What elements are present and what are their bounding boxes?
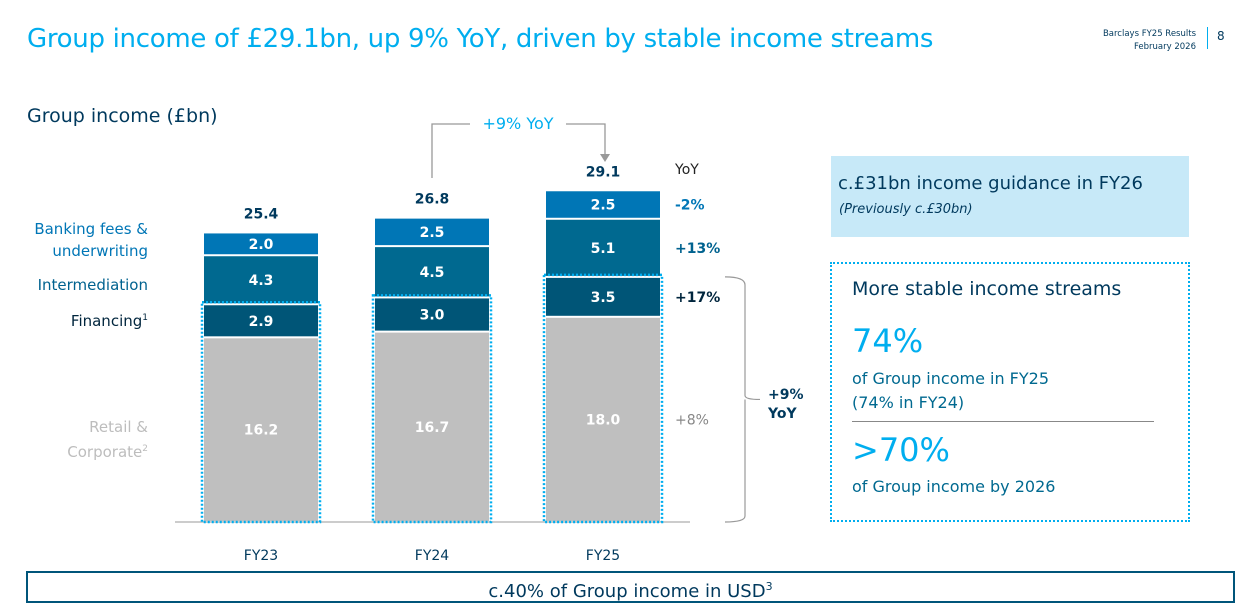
- bar-value-label: 16.2: [244, 423, 279, 439]
- stacked-bar-chart: 16.2 2.9 4.3 2.0 25.4 FY23 16.7 3.0 4.5 2.5 26.8 FY…: [175, 114, 804, 564]
- growth-arrow-line: [431, 123, 606, 178]
- yoy-label: +13%: [675, 241, 720, 257]
- yoy-header: YoY: [674, 162, 699, 178]
- bracket-label: +9%: [768, 387, 804, 403]
- stable-highlight-box: [200, 301, 322, 524]
- bar-segment: [375, 298, 489, 331]
- growth-arrow-label: +9% YoY: [482, 114, 553, 133]
- bar-total-label: 25.4: [244, 206, 279, 222]
- legend-banking: Banking fees & underwriting: [34, 220, 148, 260]
- bar-value-label: 5.1: [591, 241, 616, 257]
- stable-value-fy25: 74%: [852, 322, 924, 360]
- guidance-sub: (Previously c.£30bn): [839, 202, 973, 217]
- stable-heading: More stable income streams: [852, 278, 1122, 300]
- doc-date: February 2026: [1134, 42, 1196, 52]
- bar-segment: [375, 247, 489, 297]
- header-meta: Barclays FY25 Results February 2026: [1100, 28, 1196, 54]
- stable-desc-fy25: of Group income in FY25: [852, 369, 1049, 388]
- bracket: [724, 276, 761, 523]
- bar-total-label: 29.1: [586, 164, 621, 180]
- x-tick-label: FY25: [586, 548, 620, 564]
- stable-highlight-box: [542, 273, 664, 524]
- chart-title: Group income (£bn): [27, 105, 218, 127]
- legend-intermediation: Intermediation: [37, 276, 148, 294]
- bar-segment: [546, 277, 660, 316]
- bar-segment: [375, 332, 489, 521]
- bar-segment: [546, 191, 660, 218]
- usd-banner: c.40% of Group income in USD3: [26, 571, 1235, 603]
- bar-value-label: 2.9: [249, 314, 274, 330]
- yoy-label: +17%: [675, 290, 720, 306]
- bar-value-label: 3.5: [591, 290, 616, 306]
- bar-segment: [204, 233, 318, 255]
- bar-value-label: 18.0: [586, 412, 621, 428]
- doc-name: Barclays FY25 Results: [1102, 29, 1196, 39]
- bar-segment: [546, 317, 660, 521]
- legend-retail: Retail & Corporate2: [67, 418, 148, 461]
- slide-title: Group income of £29.1bn, up 9% YoY, driv…: [27, 24, 934, 54]
- bar-value-label: 2.5: [591, 198, 616, 214]
- bar-segment: [546, 219, 660, 276]
- bar-segment: [204, 338, 318, 521]
- page-number: 8: [1207, 27, 1225, 49]
- bar-value-label: 3.0: [420, 308, 445, 324]
- legend-financing: Financing1: [70, 312, 148, 330]
- bar-value-label: 2.5: [420, 225, 445, 241]
- stable-income-box: More stable income streams 74% of Group …: [830, 262, 1190, 522]
- bar-segment: [375, 218, 489, 246]
- guidance-title: c.£31bn income guidance in FY26: [838, 173, 1143, 194]
- bar-value-label: 2.0: [249, 237, 274, 253]
- bracket-label: YoY: [767, 406, 797, 422]
- x-tick-label: FY24: [415, 548, 450, 564]
- bar-total-label: 26.8: [415, 192, 450, 208]
- arrow-head-icon: [600, 154, 610, 162]
- bar-segment: [204, 256, 318, 304]
- yoy-label: -2%: [675, 198, 705, 214]
- bar-value-label: 16.7: [415, 420, 450, 436]
- stable-desc-fy24: (74% in FY24): [852, 393, 965, 412]
- bar-value-label: 4.5: [420, 265, 445, 281]
- guidance-box: c.£31bn income guidance in FY26 (Previou…: [831, 156, 1189, 237]
- yoy-label: +8%: [675, 412, 709, 428]
- x-tick-label: FY23: [244, 548, 278, 564]
- bar-value-label: 4.3: [249, 273, 274, 289]
- stable-value-2026: >70%: [852, 431, 950, 469]
- divider: [852, 421, 1154, 422]
- bar-segment: [204, 305, 318, 337]
- stable-desc-2026: of Group income by 2026: [852, 477, 1056, 496]
